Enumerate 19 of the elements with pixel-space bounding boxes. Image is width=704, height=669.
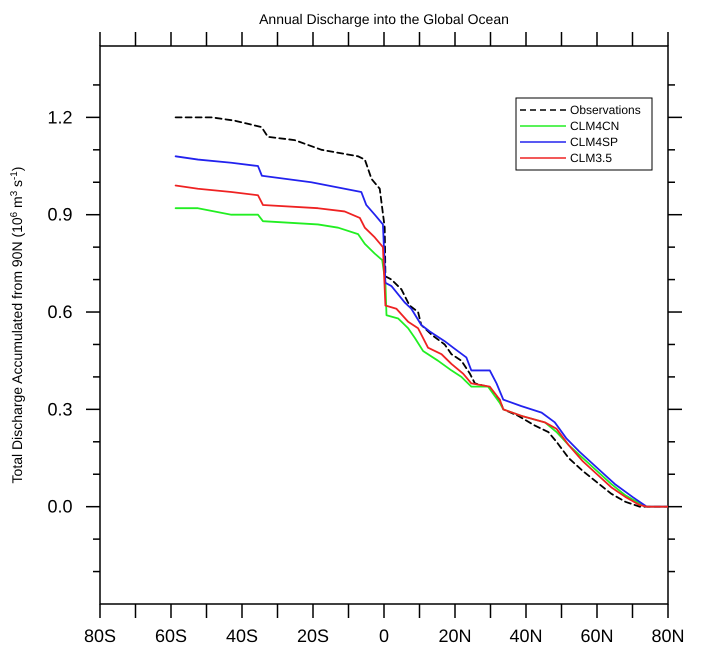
- x-tick-label: 80S: [84, 626, 116, 646]
- x-tick-label: 20S: [296, 626, 330, 646]
- x-tick-label: 60S: [154, 626, 188, 646]
- y-tick-label: 0.3: [47, 399, 73, 420]
- chart-title: Annual Discharge into the Global Ocean: [259, 11, 509, 27]
- legend-label: Observations: [570, 103, 641, 117]
- x-tick-label: 40N: [509, 626, 543, 646]
- legend-label: CLM4SP: [570, 135, 618, 149]
- x-tick-label: 20N: [438, 626, 472, 646]
- x-tick-label: 60N: [580, 626, 614, 646]
- y-tick-label: 0.0: [47, 496, 73, 517]
- x-tick-label: 0: [378, 626, 390, 646]
- x-tick-label: 40S: [226, 626, 258, 646]
- y-tick-label: 1.2: [47, 107, 73, 128]
- legend-label: CLM4CN: [570, 119, 620, 133]
- legend-label: CLM3.5: [570, 151, 612, 165]
- y-tick-label: 0.9: [47, 204, 73, 225]
- y-tick-label: 0.6: [47, 302, 73, 322]
- x-tick-label: 80N: [651, 626, 685, 646]
